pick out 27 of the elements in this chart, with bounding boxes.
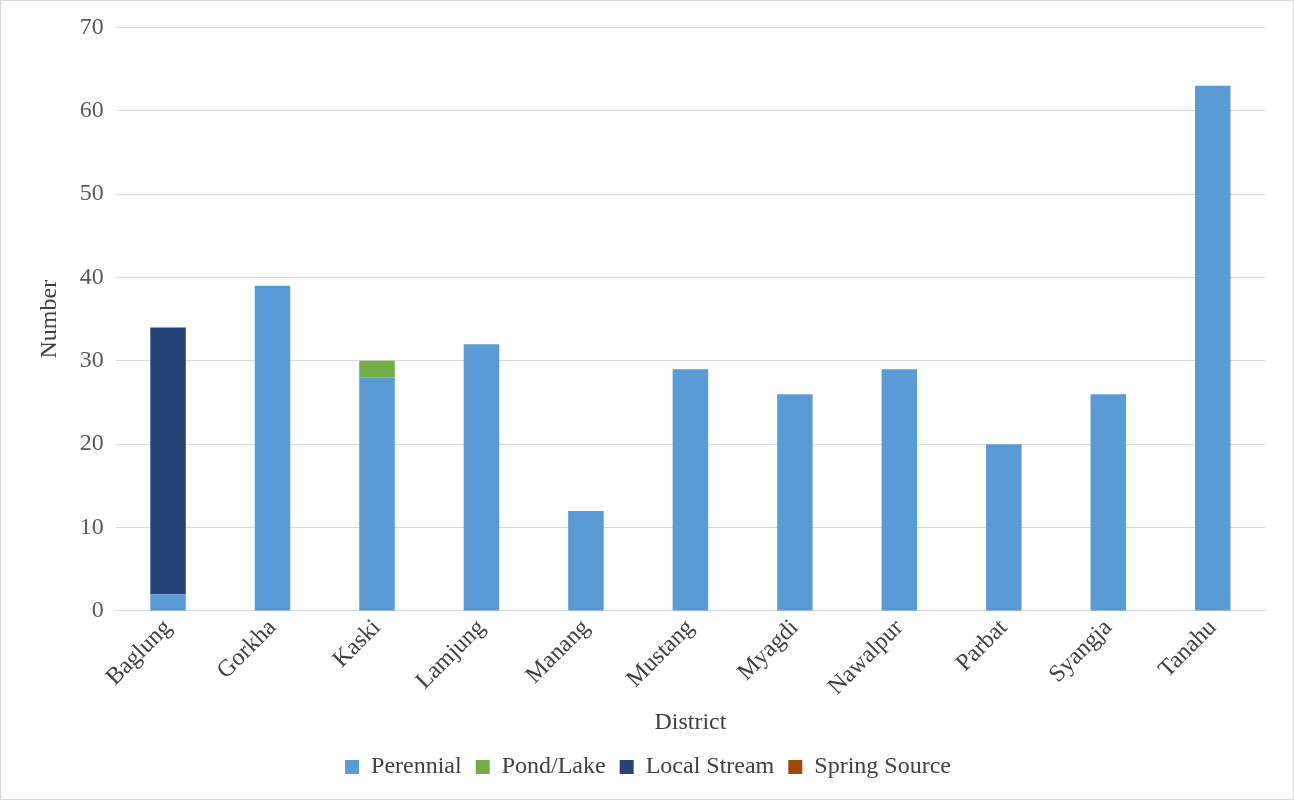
y-tick-label: 70 xyxy=(79,12,104,39)
legend-label: Pond/Lake xyxy=(501,752,606,779)
bar xyxy=(254,285,291,611)
y-tick-label: 30 xyxy=(79,346,104,373)
y-tick-label: 0 xyxy=(91,596,104,623)
x-axis-title: District xyxy=(654,707,727,734)
bar xyxy=(463,344,500,611)
y-tick-label: 10 xyxy=(79,512,104,539)
legend-label: Local Stream xyxy=(645,752,775,779)
bar xyxy=(150,594,186,611)
bar xyxy=(881,369,918,611)
y-tick-label: 20 xyxy=(79,429,104,456)
bar xyxy=(1195,85,1231,611)
bar xyxy=(1090,394,1127,611)
bar xyxy=(672,369,709,611)
bar xyxy=(777,394,813,611)
legend-label: Spring Source xyxy=(814,752,951,779)
bar xyxy=(150,327,186,595)
bar xyxy=(359,377,395,611)
y-tick-label: 50 xyxy=(79,179,104,206)
bar xyxy=(986,444,1022,611)
bar xyxy=(568,510,604,611)
bar xyxy=(359,360,395,378)
y-axis-title: Number xyxy=(34,279,61,359)
y-tick-label: 40 xyxy=(79,262,104,289)
legend-label: Perennial xyxy=(371,752,463,779)
y-tick-label: 60 xyxy=(79,96,104,123)
